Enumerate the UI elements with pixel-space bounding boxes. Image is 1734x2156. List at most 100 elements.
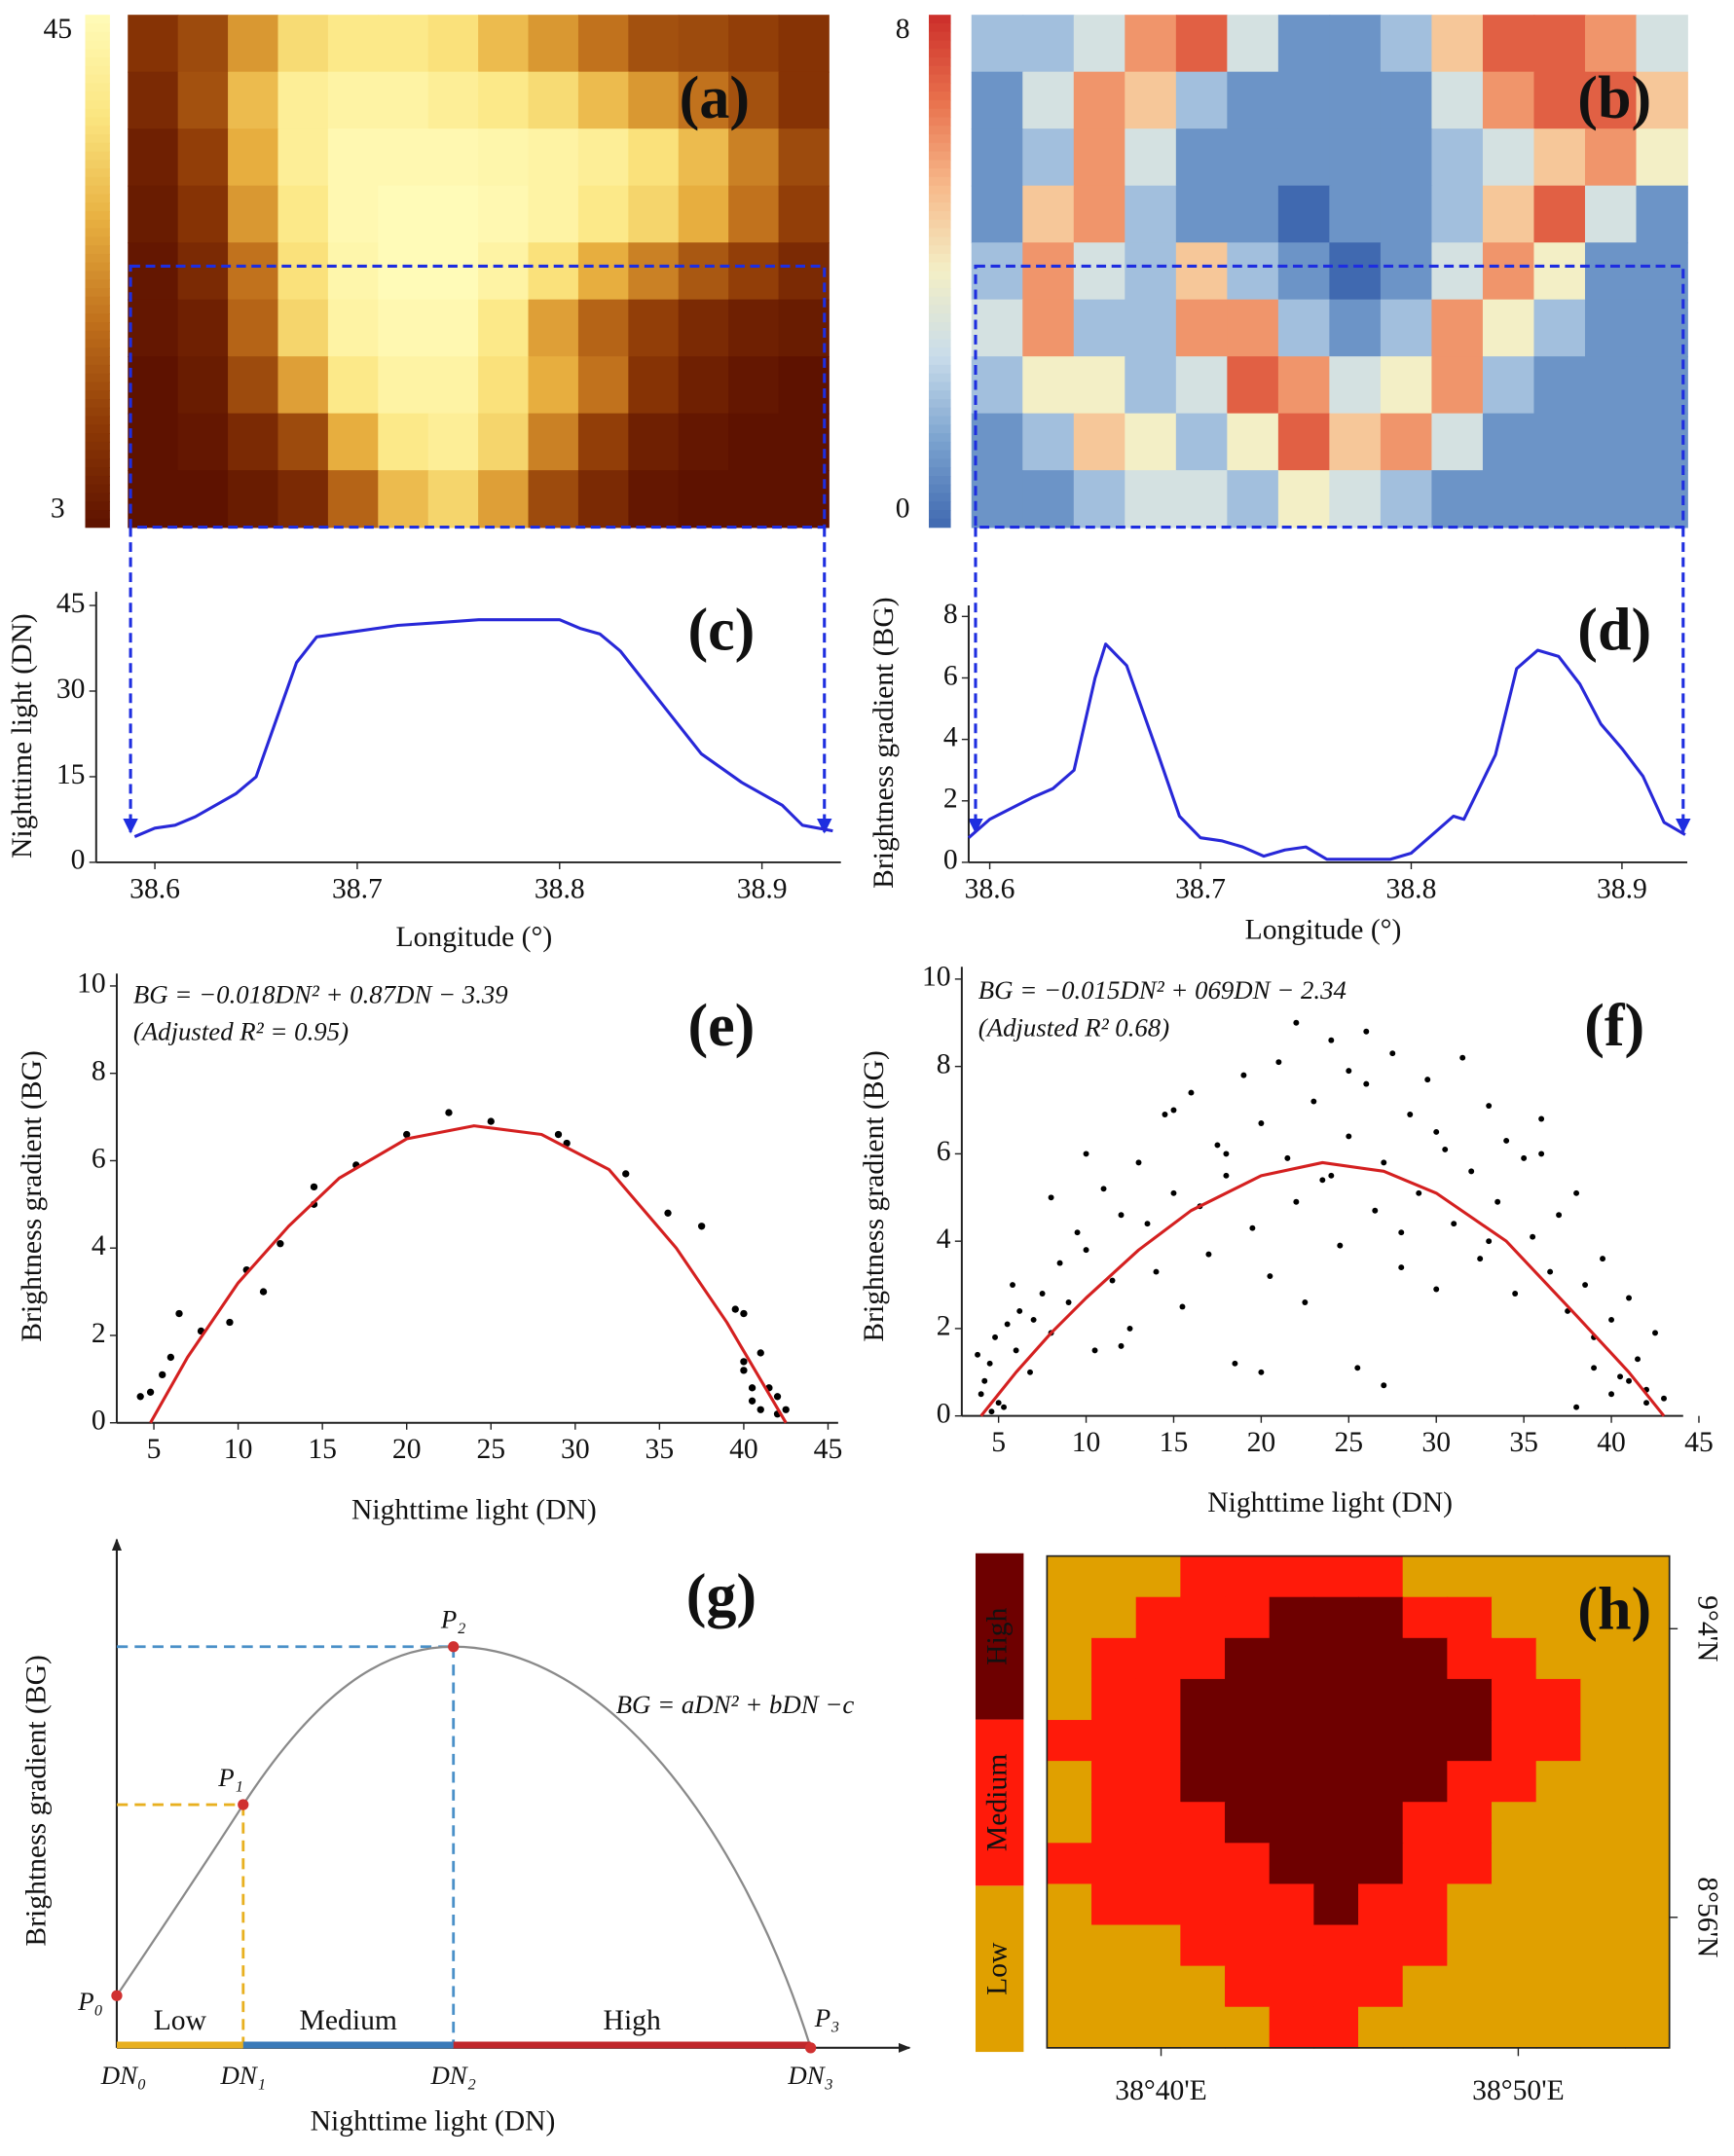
heat-cell — [1277, 128, 1331, 187]
colorbar-step — [85, 322, 110, 332]
heat-cell — [1073, 185, 1126, 243]
heat-cell — [778, 356, 830, 415]
scatter-point — [554, 1130, 563, 1139]
heat-cell — [971, 71, 1024, 130]
class-cell — [1225, 1883, 1271, 1926]
colorbar-step — [929, 416, 951, 426]
class-cell — [1091, 1761, 1137, 1804]
class-cell — [1091, 1720, 1137, 1762]
heat-cell — [327, 413, 380, 471]
heat-cell — [1636, 15, 1688, 73]
heat-cell — [1380, 356, 1433, 415]
class-cell — [1180, 1802, 1226, 1845]
heat-cell — [1482, 71, 1535, 130]
heat-cell — [577, 356, 630, 415]
class-cell — [1402, 1965, 1449, 2008]
heat-cell — [378, 242, 429, 301]
class-cell — [1402, 1678, 1449, 1721]
heat-cell — [478, 128, 530, 187]
heat-cell — [327, 185, 380, 243]
colorbar-step — [85, 126, 110, 135]
class-cell — [1402, 1761, 1449, 1804]
heat-cell — [678, 71, 730, 130]
scatter-point — [1100, 1186, 1107, 1192]
legend-swatch — [975, 1719, 1024, 1886]
heatmap — [971, 15, 1688, 529]
class-cell — [1358, 2006, 1404, 2049]
scatter-point — [136, 1393, 144, 1401]
class-cell — [1135, 1678, 1182, 1721]
heat-cell — [1022, 242, 1075, 301]
heat-cell — [128, 128, 179, 187]
panel-label: (f) — [1584, 993, 1644, 1059]
heat-cell — [971, 242, 1024, 301]
panel-label: (c) — [687, 597, 755, 663]
heat-cell — [1584, 413, 1638, 471]
class-cell — [1135, 1924, 1182, 1967]
scatter-point — [992, 1334, 999, 1340]
heat-cell — [1636, 71, 1688, 130]
scatter-point — [1337, 1242, 1344, 1249]
heat-cell — [1431, 299, 1484, 357]
class-cell — [1402, 1843, 1449, 1885]
heat-cell — [778, 299, 830, 357]
profile-box — [129, 264, 827, 530]
scatter-point — [1267, 1273, 1273, 1280]
x-tick-label: 25 — [1334, 1427, 1363, 1458]
scatter-point — [403, 1130, 411, 1139]
heat-cell — [1533, 128, 1586, 187]
heat-cell — [1329, 299, 1382, 357]
heat-cell — [1533, 15, 1586, 73]
heat-cell — [1175, 356, 1229, 415]
colorbar-step — [929, 151, 951, 162]
scatter-point — [1293, 1198, 1300, 1205]
heat-cell — [1022, 15, 1075, 73]
heat-cell — [577, 15, 630, 73]
scatter-point — [1407, 1112, 1414, 1117]
heat-cell — [628, 299, 680, 357]
heat-cell — [628, 356, 680, 415]
heat-cell — [1227, 413, 1279, 471]
heat-cell — [1227, 15, 1279, 73]
scatter-point — [740, 1309, 748, 1318]
scatter-point — [1381, 1159, 1387, 1166]
heat-cell — [1175, 128, 1229, 187]
class-cell — [1447, 1637, 1493, 1680]
class-cell — [1535, 1924, 1582, 1967]
class-cell — [1047, 1596, 1092, 1639]
heat-cell — [1277, 356, 1331, 415]
scatter-point — [1547, 1268, 1554, 1275]
legend-swatch — [975, 1553, 1024, 1720]
scatter-point — [1153, 1268, 1160, 1275]
heat-cell — [378, 128, 429, 187]
scatter-point — [1363, 1080, 1370, 1087]
class-cell — [1535, 1843, 1582, 1885]
heat-cell — [1022, 71, 1075, 130]
heat-cell — [1380, 71, 1433, 130]
heat-cell — [427, 356, 479, 415]
colorbar-step — [929, 31, 951, 42]
heat-cell — [228, 128, 279, 187]
colorbar-step — [929, 185, 951, 196]
class-cell — [1091, 1965, 1137, 2008]
heat-cell — [1073, 242, 1126, 301]
heat-cell — [1533, 413, 1586, 471]
class-cell — [1358, 1802, 1404, 1845]
colorbar-step — [929, 194, 951, 203]
heat-cell — [128, 185, 179, 243]
scatter-point — [1275, 1059, 1282, 1066]
scatter-point — [1083, 1151, 1089, 1157]
heat-cell — [177, 299, 229, 357]
x-axis-label: Longitude (°) — [1245, 915, 1402, 946]
heat-cell — [628, 71, 680, 130]
heat-cell — [1125, 242, 1177, 301]
scatter-point — [622, 1170, 630, 1178]
scatter-point — [1643, 1400, 1649, 1407]
heat-cell — [1125, 413, 1177, 471]
class-cell — [1313, 1802, 1359, 1845]
colorbar-step — [929, 126, 951, 135]
y-tick-label: 8 — [937, 1048, 951, 1079]
key-point — [111, 1990, 123, 2001]
scatter-point — [1039, 1291, 1046, 1297]
heat-cell — [971, 15, 1024, 73]
